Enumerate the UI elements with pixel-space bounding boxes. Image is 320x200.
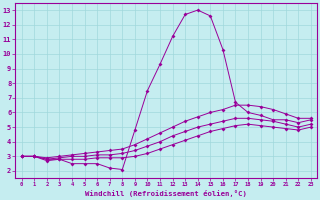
X-axis label: Windchill (Refroidissement éolien,°C): Windchill (Refroidissement éolien,°C) bbox=[85, 190, 247, 197]
